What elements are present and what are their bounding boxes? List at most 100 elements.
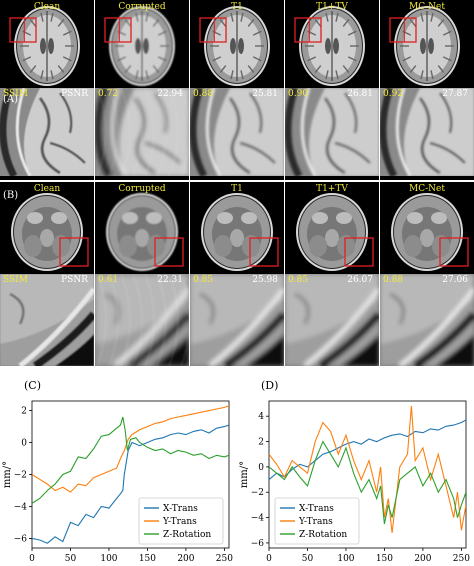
zoom-image: 0.85 25.98 — [190, 274, 284, 366]
ssim-value: 0.90 — [288, 89, 309, 99]
ssim-value: 0.61 — [98, 275, 119, 285]
psnr-value: 27.87 — [442, 89, 468, 99]
ssim-value: 0.72 — [98, 89, 119, 99]
ssim-value: 0.88 — [383, 275, 404, 285]
method-title: Corrupted — [118, 184, 166, 194]
panel-a-zoom-row: SSIM PSNR 0.72 22.94 0.88 25.81 0.90 26.81 0.92 2… — [0, 88, 474, 180]
zoom-image: 0.72 22.94 — [95, 88, 189, 180]
panel-b-label: (B) — [3, 190, 19, 201]
y-tick-label: 0 — [258, 463, 264, 473]
panel-a-label: (A) — [3, 94, 19, 105]
method-title: MC-Net — [409, 2, 445, 12]
brain-image: Corrupted — [95, 182, 189, 274]
x-tick-label: 0 — [266, 554, 272, 564]
ssim-value: 0.88 — [193, 89, 214, 99]
brain-image: T1 — [190, 182, 284, 274]
method-title: T1 — [231, 184, 243, 194]
panel-b-brain-row: Clean Corrupted T1 T1+TV MC-Net — [0, 182, 474, 274]
psnr-value: 25.98 — [252, 275, 278, 285]
legend-entry: Z-Rotation — [299, 530, 347, 540]
method-title: Clean — [33, 184, 61, 194]
brain-image: MC-Net — [380, 0, 474, 88]
legend-box — [138, 497, 224, 545]
ssim-label: SSIM — [3, 275, 28, 285]
method-title: MC-Net — [409, 184, 445, 194]
ssim-value: 0.85 — [193, 275, 214, 285]
ssim-value: 0.92 — [383, 89, 404, 99]
psnr-value: 25.81 — [252, 89, 278, 99]
method-title: T1+TV — [316, 2, 348, 12]
y-axis-label: mm/° — [239, 461, 250, 488]
y-axis-label: mm/° — [2, 461, 13, 488]
x-tick-label: 50 — [65, 554, 77, 564]
legend-entry: Z-Rotation — [163, 530, 211, 540]
psnr-value: 22.94 — [157, 89, 183, 99]
legend-entry: X-Trans — [163, 504, 198, 514]
x-tick-label: 150 — [139, 554, 156, 564]
zoom-image: 0.90 26.81 — [285, 88, 379, 180]
zoom-image: SSIM PSNR — [0, 274, 94, 366]
x-tick-label: 250 — [453, 554, 470, 564]
legend-box — [274, 497, 360, 545]
y-tick-label: −2 — [14, 471, 27, 481]
method-title: T1+TV — [316, 184, 348, 194]
zoom-image: 0.88 25.81 — [190, 88, 284, 180]
zoom-image: 0.85 26.07 — [285, 274, 379, 366]
panel-b-zoom-row: SSIM PSNR 0.61 22.31 0.85 25.98 0.85 26.07 0.88 2… — [0, 274, 474, 366]
brain-image: Corrupted — [95, 0, 189, 88]
x-tick-label: 200 — [177, 554, 194, 564]
psnr-label: PSNR — [61, 89, 88, 99]
panel-a: Clean Corrupted T1 T1+TV MC-Net SSIM PSNR 0.72… — [0, 0, 474, 182]
y-tick-label: −2 — [251, 488, 264, 498]
method-title: Corrupted — [118, 2, 166, 12]
zoom-image: 0.92 27.87 — [380, 88, 474, 180]
series-line-z-rotation — [269, 440, 466, 525]
series-line-y-trans — [269, 406, 466, 533]
series-line-x-trans — [269, 419, 466, 481]
y-tick-label: 4 — [258, 412, 264, 422]
x-tick-label: 50 — [302, 554, 314, 564]
zoom-image: 0.88 27.06 — [380, 274, 474, 366]
zoom-image: 0.61 22.31 — [95, 274, 189, 366]
method-title: T1 — [231, 2, 243, 12]
y-tick-label: −6 — [14, 534, 28, 544]
chart-panel-label: (C) — [24, 379, 41, 392]
psnr-value: 26.81 — [347, 89, 373, 99]
brain-image: T1+TV — [285, 182, 379, 274]
x-tick-label: 0 — [29, 554, 35, 564]
brain-image: Clean — [0, 0, 94, 88]
zoom-image: SSIM PSNR — [0, 88, 94, 180]
brain-image: Clean — [0, 182, 94, 274]
chart-c: (C) mm/° 0 50 100 150 200 250 −6 −4 −2 0 2 X-Trans Y-T… — [2, 379, 233, 564]
series-line-y-trans — [32, 405, 229, 493]
chart-d: (D) mm/° 0 50 100 150 200 250 −6 −4 −2 0 2 4 X-Trans Y-… — [239, 379, 470, 564]
x-tick-label: 100 — [100, 554, 117, 564]
chart-panel-label: (D) — [261, 379, 278, 392]
series-line-x-trans — [32, 424, 229, 544]
legend-entry: Y-Trans — [298, 517, 333, 527]
ssim-value: 0.85 — [288, 275, 309, 285]
x-tick-label: 100 — [337, 554, 354, 564]
motion-charts: (C) mm/° 0 50 100 150 200 250 −6 −4 −2 0 2 X-Trans Y-T… — [0, 375, 474, 566]
series-line-z-rotation — [32, 416, 229, 504]
legend-entry: Y-Trans — [162, 517, 197, 527]
x-tick-label: 200 — [414, 554, 431, 564]
brain-image: T1+TV — [285, 0, 379, 88]
panel-a-brain-row: Clean Corrupted T1 T1+TV MC-Net — [0, 0, 474, 88]
y-tick-label: 2 — [21, 407, 27, 417]
x-tick-label: 250 — [216, 554, 233, 564]
psnr-value: 22.31 — [157, 275, 183, 285]
psnr-value: 27.06 — [442, 275, 468, 285]
x-tick-label: 150 — [376, 554, 393, 564]
y-tick-label: 2 — [258, 438, 264, 448]
y-tick-label: −4 — [251, 514, 265, 524]
y-tick-label: −4 — [14, 502, 28, 512]
brain-image: T1 — [190, 0, 284, 88]
legend-entry: X-Trans — [299, 504, 334, 514]
panel-b: Clean Corrupted T1 T1+TV MC-Net SSIM PSNR 0.61… — [0, 182, 474, 366]
y-tick-label: −6 — [251, 539, 265, 549]
brain-image: MC-Net — [380, 182, 474, 274]
ssim-label: SSIM — [3, 89, 28, 99]
y-tick-label: 0 — [21, 439, 27, 449]
psnr-label: PSNR — [61, 275, 88, 285]
